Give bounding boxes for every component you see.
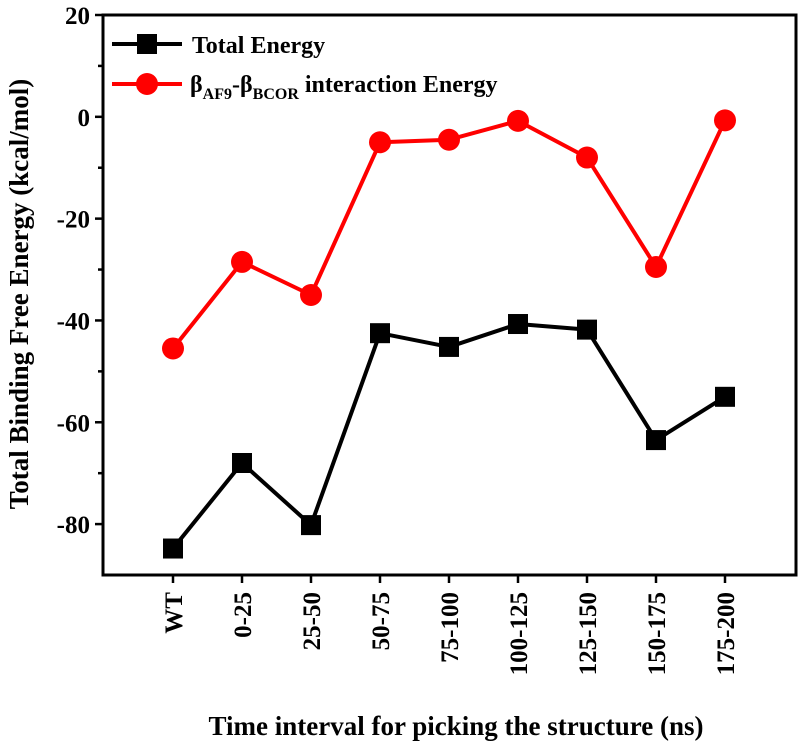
series-line [171, 322, 727, 550]
data-point [301, 515, 321, 536]
x-tick-label: 0-25 [230, 592, 257, 638]
data-point [370, 323, 390, 344]
legend-marker-interaction [136, 73, 158, 95]
legend-label-total: Total Energy [192, 33, 325, 59]
x-tick-label: 150-175 [644, 592, 671, 675]
data-point [715, 386, 735, 407]
data-point [714, 109, 736, 132]
x-tick-label: 25-50 [299, 592, 326, 650]
x-axis-title: Time interval for picking the structure … [209, 711, 704, 741]
data-point [369, 131, 391, 154]
legend-label-interaction: βAF9-βBCOR interaction Energy [190, 72, 498, 103]
axes: -80 -60 -40 -20 0 20 WT 0-25 25-50 50-75 75-100 100… [57, 3, 798, 675]
data-point [231, 250, 253, 273]
x-tick-label: 75-100 [437, 592, 464, 663]
data-point [439, 336, 459, 357]
series-line [171, 118, 727, 350]
y-tick-label: -20 [57, 207, 90, 234]
data-point [577, 319, 597, 340]
data-point [438, 128, 460, 151]
x-tick-label: WT [161, 592, 188, 634]
series-layer [162, 109, 736, 559]
y-tick-label: -80 [57, 512, 90, 539]
data-point [232, 453, 252, 473]
x-tick-label: 100-125 [506, 592, 533, 675]
data-point [646, 430, 666, 451]
data-point [576, 146, 598, 169]
data-point [300, 284, 322, 306]
y-axis-title: Total Binding Free Energy (kcal/mol) [4, 79, 34, 510]
series-interaction-energy [162, 109, 736, 360]
data-point [645, 256, 667, 278]
y-tick-label: 20 [65, 3, 90, 30]
data-point [508, 314, 528, 335]
x-tick-label: 50-75 [368, 592, 395, 650]
legend-marker-total [137, 34, 157, 54]
data-point [162, 337, 184, 360]
data-point [507, 109, 529, 132]
x-tick-label: 125-150 [575, 592, 602, 675]
x-tick-label: 175-200 [713, 592, 740, 675]
y-tick-label: -60 [57, 410, 90, 437]
y-tick-label: 0 [78, 105, 91, 132]
data-point [163, 538, 183, 559]
y-tick-label: -40 [57, 308, 90, 335]
series-total-energy [163, 314, 735, 559]
legend: Total Energy βAF9-βBCOR interaction Ener… [112, 33, 498, 103]
